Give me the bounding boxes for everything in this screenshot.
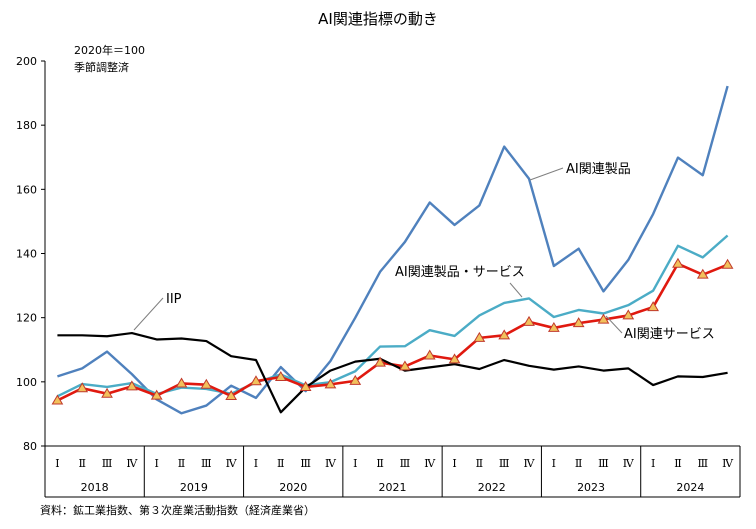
data-point: [101, 387, 113, 398]
data-point: [423, 349, 436, 360]
series-line-1: [57, 85, 729, 415]
y-tick-label: 200: [16, 55, 37, 68]
x-tick-label: Ⅱ: [476, 457, 483, 470]
x-tick-label: Ⅱ: [674, 457, 681, 470]
leader-ai-products: [529, 167, 564, 181]
data-point: [225, 389, 238, 400]
data-point: [647, 301, 659, 312]
data-point: [448, 353, 461, 364]
x-year-label: 2019: [180, 481, 208, 494]
x-tick-label: Ⅰ: [55, 457, 59, 470]
y-tick-label: 100: [16, 376, 37, 389]
x-tick-label: Ⅱ: [376, 457, 383, 470]
x-tick-label: Ⅱ: [575, 457, 582, 470]
y-axis: 80 100 120 140 160 180 200: [16, 55, 45, 453]
x-tick-label: Ⅲ: [400, 457, 411, 470]
data-point: [200, 378, 213, 389]
data-point: [299, 380, 312, 391]
y-tick-label: 80: [23, 440, 37, 453]
chart-title: AI関連指標の動き: [318, 10, 438, 28]
data-point: [597, 313, 610, 324]
x-tick-label: Ⅳ: [126, 457, 138, 470]
data-point: [150, 389, 163, 400]
label-ai-services: AI関連サービス: [624, 327, 715, 342]
x-year-label: 2022: [478, 481, 506, 494]
label-iip: IIP: [166, 292, 182, 307]
x-tick-label: Ⅲ: [499, 457, 510, 470]
x-tick-label: Ⅳ: [623, 457, 635, 470]
data-point: [126, 380, 138, 391]
x-tick-label: Ⅱ: [178, 457, 185, 470]
y-tick-label: 180: [16, 119, 37, 132]
source-note: 資料：鉱工業指数、第３次産業活動指数（経済産業省）: [40, 503, 315, 517]
data-point: [622, 309, 635, 320]
x-tick-label: Ⅳ: [226, 457, 238, 470]
leader-ai-products-services: [509, 282, 523, 298]
series-line-0: [57, 331, 728, 414]
x-year-label: 2018: [81, 481, 109, 494]
x-tick-label: Ⅰ: [254, 457, 258, 470]
x-tick-label: Ⅲ: [300, 457, 311, 470]
data-point: [523, 315, 535, 326]
y-tick-label: 160: [16, 183, 37, 196]
data-point: [672, 257, 684, 268]
leader-ai-services: [605, 315, 623, 334]
data-point: [498, 329, 511, 340]
data-point: [547, 321, 560, 332]
x-year-label: 2021: [379, 481, 407, 494]
series-markers: [51, 257, 734, 405]
series-lines: [56, 85, 729, 415]
x-tick-label: Ⅲ: [201, 457, 212, 470]
data-point: [324, 378, 337, 389]
x-tick-label: Ⅲ: [598, 457, 609, 470]
x-tick-label: Ⅰ: [552, 457, 556, 470]
data-point: [274, 371, 287, 382]
label-ai-products-services: AI関連製品・サービス: [395, 265, 525, 280]
plot-frame: [44, 61, 741, 498]
note-seasonal: 季節調整済: [74, 60, 129, 74]
x-tick-label: Ⅰ: [651, 457, 655, 470]
data-point: [51, 394, 64, 405]
data-point: [721, 258, 734, 269]
data-point: [374, 356, 386, 367]
data-point: [349, 374, 362, 385]
label-leaders: [133, 167, 623, 334]
data-point: [473, 331, 486, 342]
data-point: [696, 268, 709, 279]
data-point: [175, 377, 188, 388]
x-tick-label: Ⅲ: [102, 457, 113, 470]
x-tick-label: Ⅱ: [277, 457, 284, 470]
x-tick-label: Ⅳ: [722, 457, 734, 470]
data-point: [250, 375, 262, 386]
x-tick-label: Ⅰ: [353, 457, 357, 470]
x-year-label: 2024: [676, 481, 704, 494]
y-tick-label: 120: [16, 312, 37, 325]
label-ai-products: AI関連製品: [566, 162, 631, 177]
leader-iip: [133, 297, 164, 331]
x-tick-label: Ⅳ: [424, 457, 436, 470]
data-point: [399, 360, 411, 371]
note-base-year: 2020年＝100: [74, 43, 145, 57]
x-tick-label: Ⅰ: [452, 457, 456, 470]
x-year-label: 2023: [577, 481, 605, 494]
x-tick-label: Ⅱ: [78, 457, 85, 470]
x-tick-label: Ⅲ: [697, 457, 708, 470]
data-point: [572, 317, 585, 328]
x-tick-label: Ⅳ: [325, 457, 337, 470]
x-year-label: 2020: [279, 481, 307, 494]
x-tick-label: Ⅳ: [524, 457, 536, 470]
x-tick-label: Ⅰ: [155, 457, 159, 470]
y-tick-label: 140: [16, 248, 37, 261]
data-point: [76, 382, 89, 393]
